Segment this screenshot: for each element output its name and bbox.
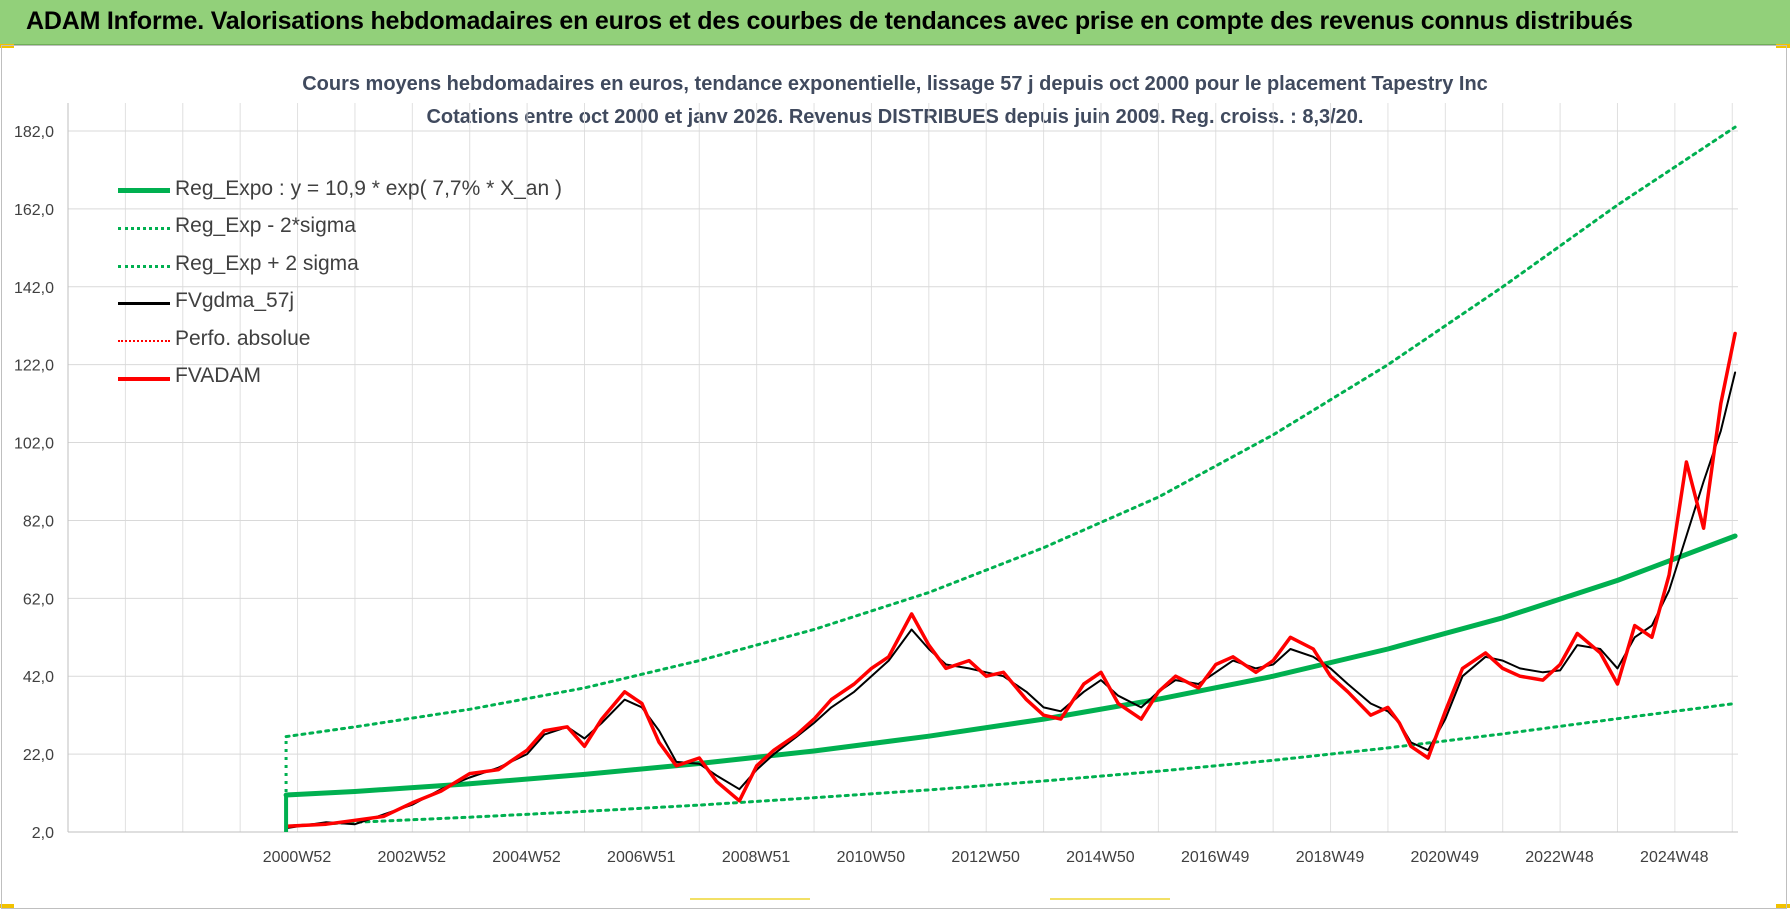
corner-marker-top-right — [1776, 44, 1790, 48]
y-tick-label: 82,0 — [23, 513, 54, 530]
header-banner: ADAM Informe. Valorisations hebdomadaire… — [0, 0, 1790, 45]
corner-marker-bottom-left — [0, 904, 14, 908]
banner-title: ADAM Informe. Valorisations hebdomadaire… — [26, 7, 1633, 35]
y-tick-label: 142,0 — [14, 280, 54, 297]
y-tick-label: 162,0 — [14, 202, 54, 219]
bottom-accent-right — [1050, 898, 1170, 900]
legend-entry-reg-expo: Reg_Expo : y = 10,9 * exp( 7,7% * X_an ) — [118, 176, 578, 206]
y-tick-label: 2,0 — [32, 825, 54, 842]
legend-label-reg-exp-plus: Reg_Exp + 2 sigma — [175, 252, 359, 275]
legend-label-fvgdma: FVgdma_57j — [175, 289, 295, 312]
x-tick-label: 2004W52 — [492, 849, 561, 866]
legend-label-reg-expo: Reg_Expo : y = 10,9 * exp( 7,7% * X_an ) — [175, 177, 562, 200]
x-tick-label: 2006W51 — [607, 849, 676, 866]
legend-swatch-fvgdma — [118, 302, 170, 305]
x-tick-label: 2024W48 — [1640, 849, 1709, 866]
series-line-3 — [285, 371, 1737, 830]
legend-label-reg-exp-minus: Reg_Exp - 2*sigma — [175, 214, 356, 237]
x-tick-label: 2008W51 — [722, 849, 791, 866]
y-tick-label: 182,0 — [14, 124, 54, 141]
series-line-5 — [284, 331, 1737, 828]
series-line-1 — [284, 702, 1737, 828]
x-tick-label: 2020W49 — [1410, 849, 1479, 866]
corner-marker-bottom-right — [1776, 904, 1790, 908]
x-tick-label: 2022W48 — [1525, 849, 1594, 866]
legend-entry-perfo-absolue: Perfo. absolue — [118, 326, 578, 356]
chart-subtitle: Cotations entre oct 2000 et janv 2026. R… — [426, 106, 1364, 128]
series-line-2 — [284, 125, 1737, 739]
legend-swatch-reg-expo — [118, 188, 170, 193]
legend-label-perfo-absolue: Perfo. absolue — [175, 327, 311, 350]
y-tick-label: 62,0 — [23, 591, 54, 608]
x-tick-label: 2000W52 — [263, 849, 332, 866]
x-tick-label: 2012W50 — [951, 849, 1020, 866]
legend-swatch-reg-exp-plus — [118, 265, 170, 268]
x-tick-label: 2016W49 — [1181, 849, 1250, 866]
y-tick-label: 122,0 — [14, 358, 54, 375]
y-tick-label: 102,0 — [14, 436, 54, 453]
legend-entry-reg-exp-minus: Reg_Exp - 2*sigma — [118, 213, 578, 243]
x-tick-label: 2002W52 — [378, 849, 447, 866]
x-tick-label: 2018W49 — [1296, 849, 1365, 866]
legend-label-fvadam: FVADAM — [175, 364, 261, 387]
legend-entry-fvadam: FVADAM — [118, 363, 578, 393]
y-tick-label: 22,0 — [23, 747, 54, 764]
y-tick-label: 42,0 — [23, 669, 54, 686]
legend-entry-reg-exp-plus: Reg_Exp + 2 sigma — [118, 251, 578, 281]
legend-entry-fvgdma: FVgdma_57j — [118, 288, 578, 318]
legend-swatch-reg-exp-minus — [118, 227, 170, 230]
legend-swatch-fvadam — [118, 377, 170, 381]
chart-frame — [1, 45, 1787, 909]
corner-marker-top-left — [0, 44, 14, 48]
bottom-accent-left — [690, 898, 810, 900]
x-tick-label: 2014W50 — [1066, 849, 1135, 866]
legend-swatch-perfo-absolue — [118, 340, 170, 342]
chart-title: Cours moyens hebdomadaires en euros, ten… — [302, 73, 1488, 95]
series-line-0 — [283, 533, 1738, 798]
x-tick-label: 2010W50 — [837, 849, 906, 866]
